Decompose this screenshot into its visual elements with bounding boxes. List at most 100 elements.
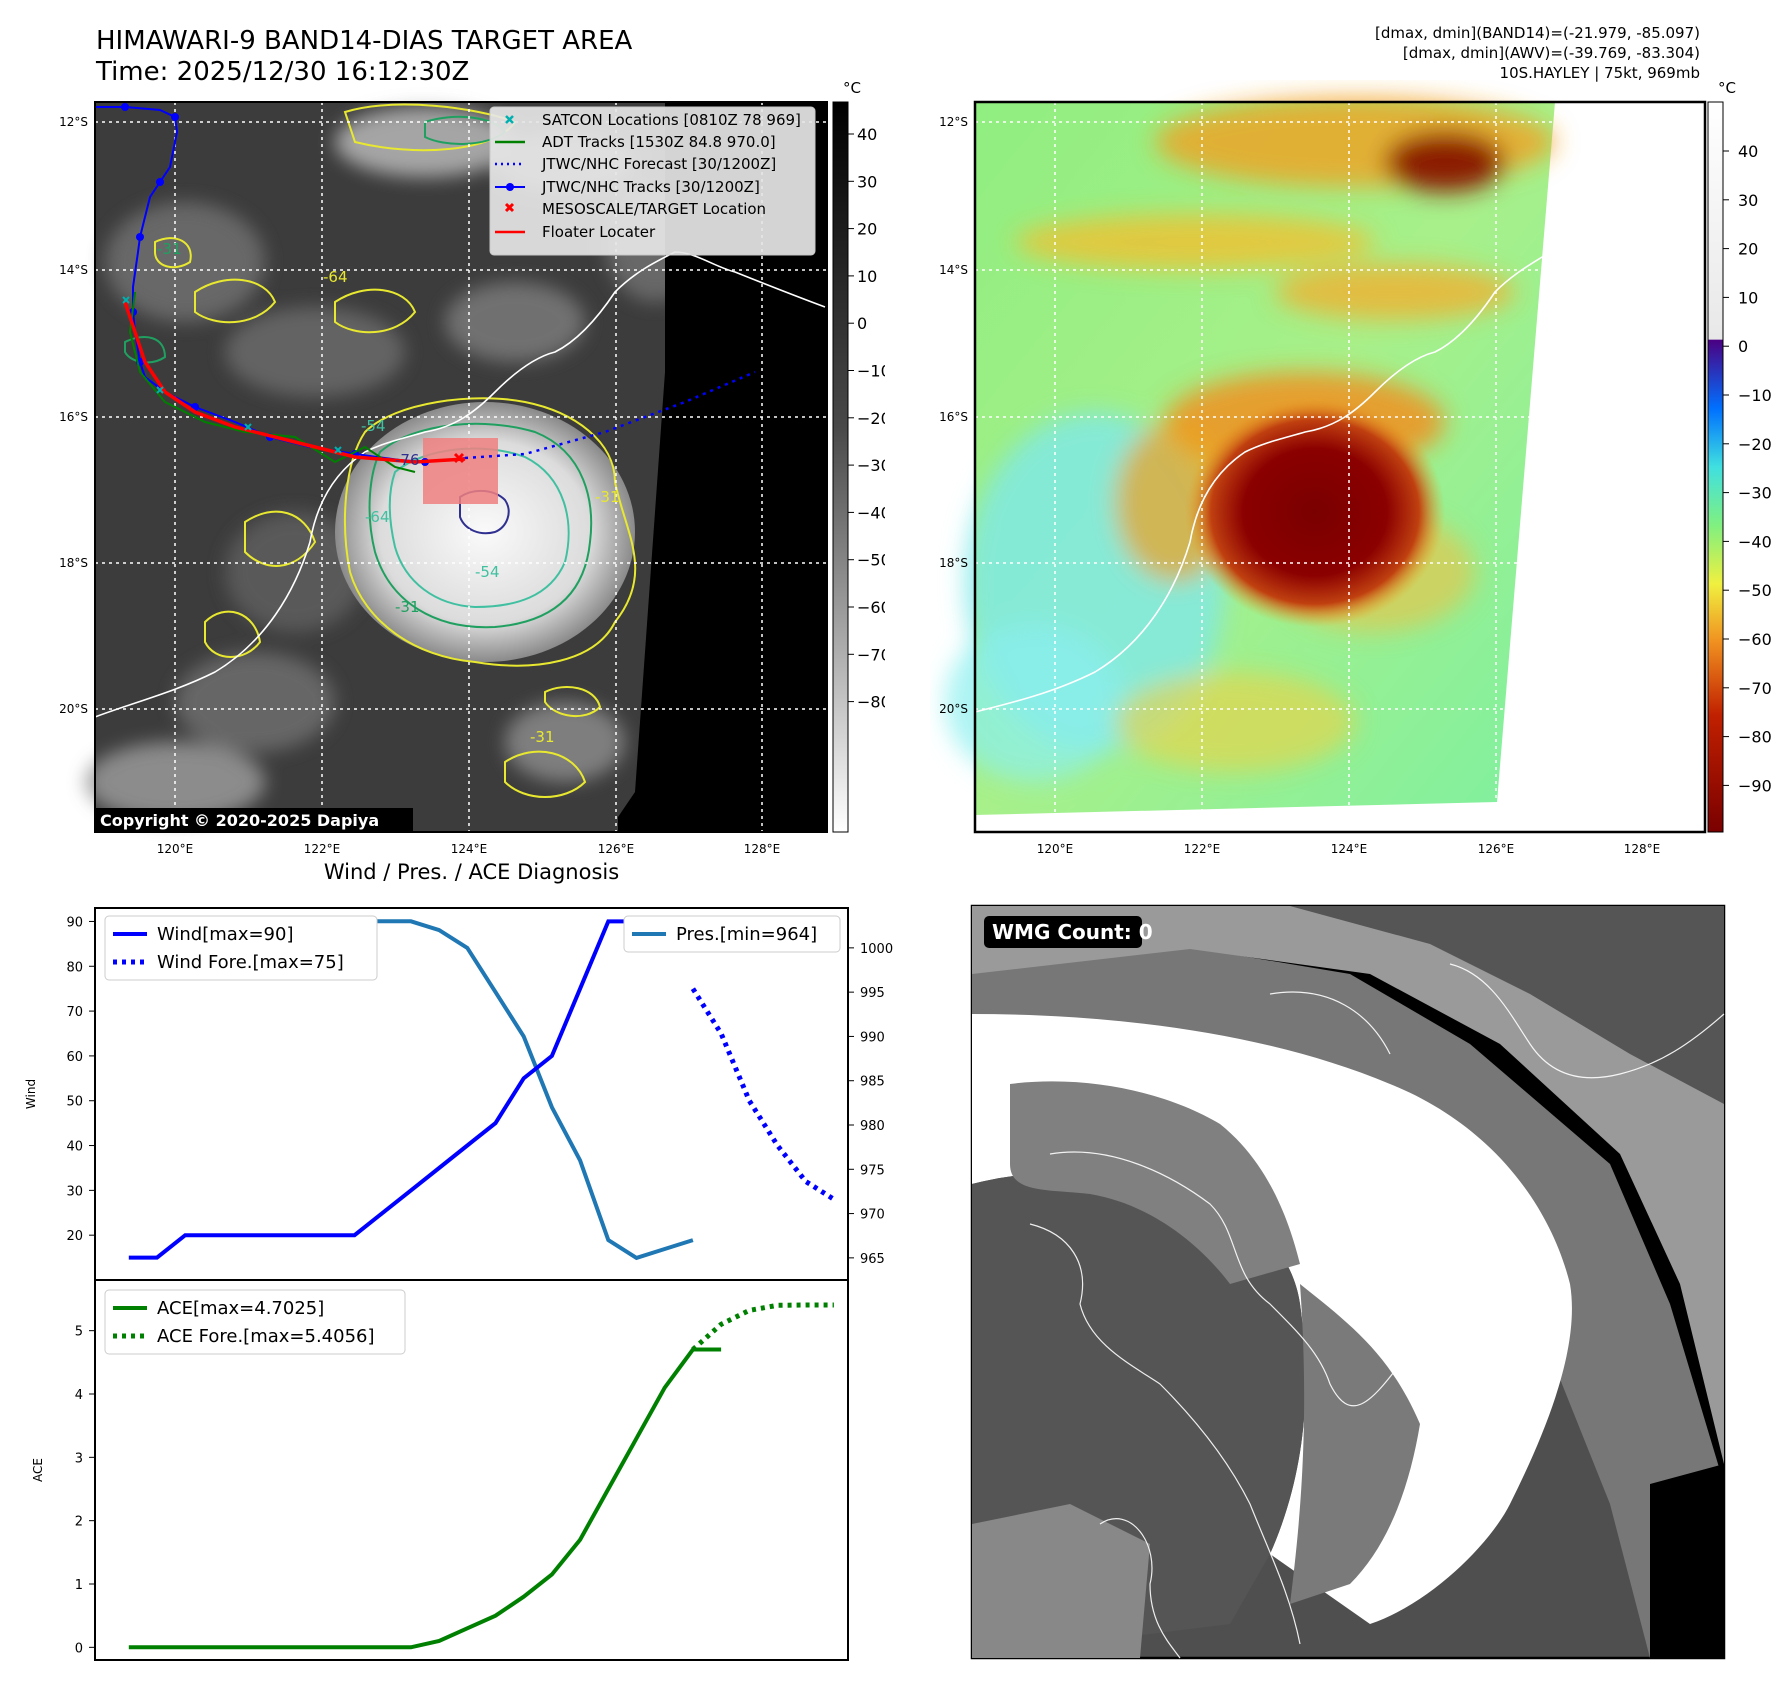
figure-title-line2: Time: 2025/12/30 16:12:30Z [96, 57, 470, 87]
diagnosis-title: Wind / Pres. / ACE Diagnosis [323, 860, 620, 884]
map-gridlines [975, 102, 1553, 814]
map-frame [94, 101, 828, 833]
colorbar-tick-label: −40 [857, 503, 885, 522]
colorbar-tick-label: −10 [1738, 386, 1772, 405]
wmg-coastline [1029, 963, 1725, 1659]
awv-features [945, 97, 1555, 782]
target-area-box [423, 438, 498, 504]
lon-label: 124°E [1331, 842, 1368, 856]
legend-forecast: JTWC/NHC Forecast [30/1200Z] [541, 155, 776, 173]
contour-label: -31 [530, 728, 555, 746]
colorbar-tick-label: −70 [1738, 679, 1772, 698]
y2-tick-label: 990 [860, 1030, 885, 1045]
y-tick-label: 1 [75, 1578, 83, 1593]
lon-label: 128°E [1624, 842, 1661, 856]
legend-jtwc: JTWC/NHC Tracks [30/1200Z] [541, 178, 760, 196]
y-tick-label: 50 [66, 1095, 83, 1110]
y-tick-label: 40 [66, 1140, 83, 1155]
legend-ace: ACE[max=4.7025] [157, 1298, 324, 1319]
colorbar-tick-label: −20 [1738, 435, 1772, 454]
lat-label: 20°S [60, 702, 88, 716]
y-tick-label: 5 [75, 1325, 83, 1340]
colorbar-tick-label: −40 [1738, 532, 1772, 551]
lat-label: 14°S [939, 263, 968, 277]
wmg-zone [972, 906, 1724, 1464]
colorbar-tick-label: 0 [857, 314, 867, 333]
contour-label: -76 [395, 451, 420, 469]
legend-satcon: SATCON Locations [0810Z 78 969] [542, 111, 801, 129]
colorbar-tick-label: −10 [857, 362, 885, 381]
y-tick-label: 4 [75, 1388, 83, 1403]
coastline [974, 251, 1551, 713]
y2-tick-label: 995 [860, 986, 885, 1001]
satcon-markers [122, 296, 342, 454]
contour-label: -54 [475, 563, 500, 581]
lon-label: 124°E [451, 842, 488, 856]
y2-tick-label: 985 [860, 1075, 885, 1090]
lon-label: 120°E [157, 842, 194, 856]
figure-title-line1: HIMAWARI-9 BAND14-DIAS TARGET AREA [96, 26, 633, 56]
y-tick-label: 60 [66, 1050, 83, 1065]
wmg-zone [1290, 1284, 1420, 1604]
contour-label: -64 [365, 508, 390, 526]
legend-mesoscale: MESOSCALE/TARGET Location [542, 200, 766, 218]
ace-legend: ACE[max=4.7025] ACE Fore.[max=5.4056] [104, 1289, 406, 1355]
wmg-panel: WMG Count: 0 [970, 904, 1726, 1660]
colorbar-tick-label: 30 [857, 172, 877, 191]
lon-label: 126°E [598, 842, 635, 856]
colorbar-tick-label: 40 [1738, 142, 1758, 161]
dmax-dmin-awv: [dmax, dmin](AWV)=(-39.769, -83.304) [1402, 44, 1700, 62]
colorbar-tick-label: −20 [857, 409, 885, 428]
awv-map-panel: 12°S 14°S 16°S 18°S 20°S 120°E 122°E 124… [939, 97, 1707, 856]
colorbar-unit: °C [1718, 79, 1736, 97]
ace-axis-label: ACE [31, 1458, 45, 1482]
ace-frame [94, 1279, 849, 1661]
contour-labels: -31 -54 -64 -76 -31 -54 -64 -31 -31 [157, 240, 620, 746]
legend-satcon-icon [505, 115, 514, 124]
series-line [128, 1347, 722, 1650]
y-axis-label: Wind [24, 1079, 38, 1109]
awv-axis-labels: 12°S 14°S 16°S 18°S 20°S 120°E 122°E 124… [939, 115, 1660, 856]
series-line [691, 1302, 834, 1352]
lat-label: 16°S [939, 410, 968, 424]
series-line [128, 919, 637, 1260]
colorbar-tick-label: −50 [1738, 581, 1772, 600]
contour-label: -64 [323, 268, 348, 286]
map-frame [973, 100, 1707, 834]
colorbar-tick-label: −80 [857, 693, 885, 712]
y-tick-label: 20 [66, 1229, 83, 1244]
y2-tick-label: 970 [860, 1208, 885, 1223]
no-data-region [618, 102, 827, 832]
colorbar-tick-label: −30 [857, 456, 885, 475]
colorbar-tick-label: 10 [1738, 288, 1758, 307]
lon-label: 128°E [744, 842, 781, 856]
colorbar-tick-label: −50 [857, 551, 885, 570]
colorbar-ticks: 40 30 20 10 0 −10 −20 −30 −40 −50 −60 −70 −80 [848, 125, 885, 712]
lat-label: 12°S [60, 115, 88, 129]
y-tick-label: 2 [75, 1515, 83, 1530]
y-tick-label: 70 [66, 1005, 83, 1020]
wmg-zone [1010, 1081, 1300, 1284]
colorbar-tick-label: −90 [1738, 776, 1772, 795]
lat-label: 12°S [939, 115, 968, 129]
colorbar-tick-label: 0 [1738, 337, 1748, 356]
legend-adt: ADT Tracks [1530Z 84.8 970.0] [542, 133, 776, 151]
map-legend: SATCON Locations [0810Z 78 969] ADT Trac… [489, 106, 816, 256]
lon-label: 122°E [304, 842, 341, 856]
lon-label: 122°E [1184, 842, 1221, 856]
wmg-zone [1290, 906, 1724, 1104]
colorbar-tick-label: −60 [857, 598, 885, 617]
awv-colorbar: °C 40 30 20 10 0 −10 −20 −30 −40 −50 −60 −70 −80 −90 [1707, 79, 1772, 833]
colorbar-tick-label: 20 [857, 220, 877, 239]
contour-label: -31 [157, 240, 182, 258]
colorbar-tick-label: −30 [1738, 484, 1772, 503]
lat-label: 14°S [60, 263, 88, 277]
mesoscale-target-marker [453, 452, 465, 464]
colorbar-tick-label: 10 [857, 267, 877, 286]
legend-ace-forecast: ACE Fore.[max=5.4056] [157, 1326, 375, 1347]
pressure-legend: Pres.[min=964] [623, 915, 841, 953]
y2-tick-label: 975 [860, 1163, 885, 1178]
temperature-contours [124, 103, 637, 798]
y2-tick-label: 965 [860, 1252, 885, 1267]
y-tick-label: 0 [75, 1641, 83, 1656]
